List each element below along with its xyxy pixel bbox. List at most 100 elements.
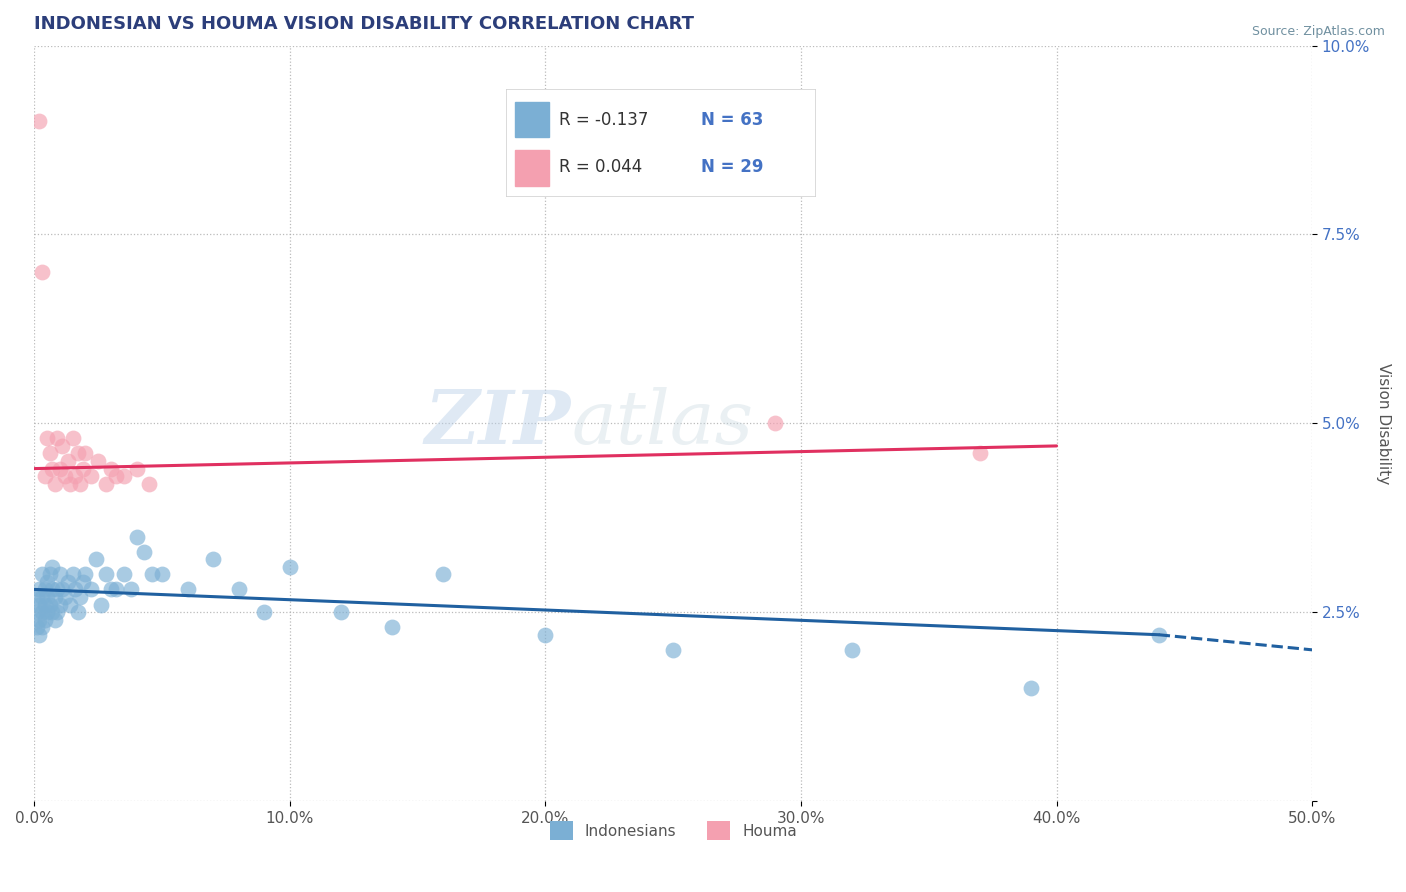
- Point: [41, 559, 63, 574]
- Text: INDONESIAN VS HOUMA VISION DISABILITY CORRELATION CHART: INDONESIAN VS HOUMA VISION DISABILITY CO…: [34, 15, 695, 33]
- Point: [134, 544, 156, 558]
- Bar: [516, 150, 550, 186]
- Point: [44, 476, 66, 491]
- Point: [69, 590, 91, 604]
- Point: [969, 446, 991, 460]
- Point: [44, 590, 66, 604]
- Point: [38, 598, 60, 612]
- Point: [112, 469, 135, 483]
- Point: [34, 598, 56, 612]
- Text: Source: ZipAtlas.com: Source: ZipAtlas.com: [1251, 25, 1385, 38]
- Point: [79, 582, 101, 597]
- Point: [94, 567, 117, 582]
- Point: [46, 582, 69, 597]
- Point: [150, 567, 173, 582]
- Point: [105, 469, 128, 483]
- Text: N = 29: N = 29: [702, 159, 763, 177]
- Bar: [516, 102, 550, 137]
- Text: ZIP: ZIP: [425, 387, 571, 459]
- Point: [84, 552, 107, 566]
- Point: [534, 628, 557, 642]
- Point: [100, 582, 122, 597]
- Point: [253, 605, 276, 619]
- Point: [28, 628, 51, 642]
- Point: [41, 582, 63, 597]
- Point: [31, 567, 53, 582]
- Text: atlas: atlas: [571, 387, 754, 459]
- Point: [100, 461, 122, 475]
- Point: [37, 590, 59, 604]
- Y-axis label: Vision Disability: Vision Disability: [1376, 363, 1391, 483]
- Point: [94, 476, 117, 491]
- Point: [75, 567, 97, 582]
- Point: [62, 431, 84, 445]
- Point: [37, 431, 59, 445]
- Point: [46, 431, 69, 445]
- Point: [228, 582, 250, 597]
- Point: [202, 552, 225, 566]
- Point: [176, 582, 198, 597]
- Point: [66, 605, 89, 619]
- Point: [138, 476, 160, 491]
- Point: [105, 582, 128, 597]
- Point: [1019, 681, 1042, 695]
- Point: [31, 590, 53, 604]
- Point: [69, 476, 91, 491]
- Point: [125, 461, 148, 475]
- Point: [381, 620, 404, 634]
- Point: [31, 605, 53, 619]
- Point: [65, 469, 87, 483]
- Point: [44, 613, 66, 627]
- Text: R = -0.137: R = -0.137: [558, 111, 648, 128]
- Point: [41, 461, 63, 475]
- Point: [46, 605, 69, 619]
- Point: [34, 613, 56, 627]
- Point: [28, 613, 51, 627]
- Text: R = 0.044: R = 0.044: [558, 159, 643, 177]
- Point: [330, 605, 353, 619]
- Point: [59, 598, 82, 612]
- Point: [79, 469, 101, 483]
- Point: [34, 582, 56, 597]
- Point: [56, 454, 79, 468]
- Point: [38, 567, 60, 582]
- Point: [51, 582, 73, 597]
- Point: [72, 574, 94, 589]
- Point: [53, 469, 76, 483]
- Point: [65, 582, 87, 597]
- Legend: Indonesians, Houma: Indonesians, Houma: [544, 815, 803, 847]
- Point: [87, 454, 110, 468]
- Point: [278, 559, 301, 574]
- Point: [49, 598, 72, 612]
- Point: [841, 643, 863, 657]
- Point: [25, 590, 48, 604]
- Point: [37, 574, 59, 589]
- Point: [62, 567, 84, 582]
- Point: [28, 114, 51, 128]
- Text: N = 63: N = 63: [702, 111, 763, 128]
- Point: [34, 469, 56, 483]
- Point: [53, 590, 76, 604]
- Point: [125, 530, 148, 544]
- Point: [765, 417, 787, 431]
- Point: [28, 598, 51, 612]
- Point: [121, 582, 143, 597]
- Point: [75, 446, 97, 460]
- Point: [38, 446, 60, 460]
- Point: [49, 461, 72, 475]
- Point: [432, 567, 454, 582]
- Point: [28, 582, 51, 597]
- Point: [25, 605, 48, 619]
- Point: [66, 446, 89, 460]
- Point: [41, 605, 63, 619]
- Point: [31, 620, 53, 634]
- Point: [662, 643, 685, 657]
- Point: [31, 265, 53, 279]
- Point: [51, 439, 73, 453]
- Point: [56, 574, 79, 589]
- Point: [25, 620, 48, 634]
- Point: [90, 598, 112, 612]
- Point: [59, 476, 82, 491]
- Point: [112, 567, 135, 582]
- Point: [141, 567, 163, 582]
